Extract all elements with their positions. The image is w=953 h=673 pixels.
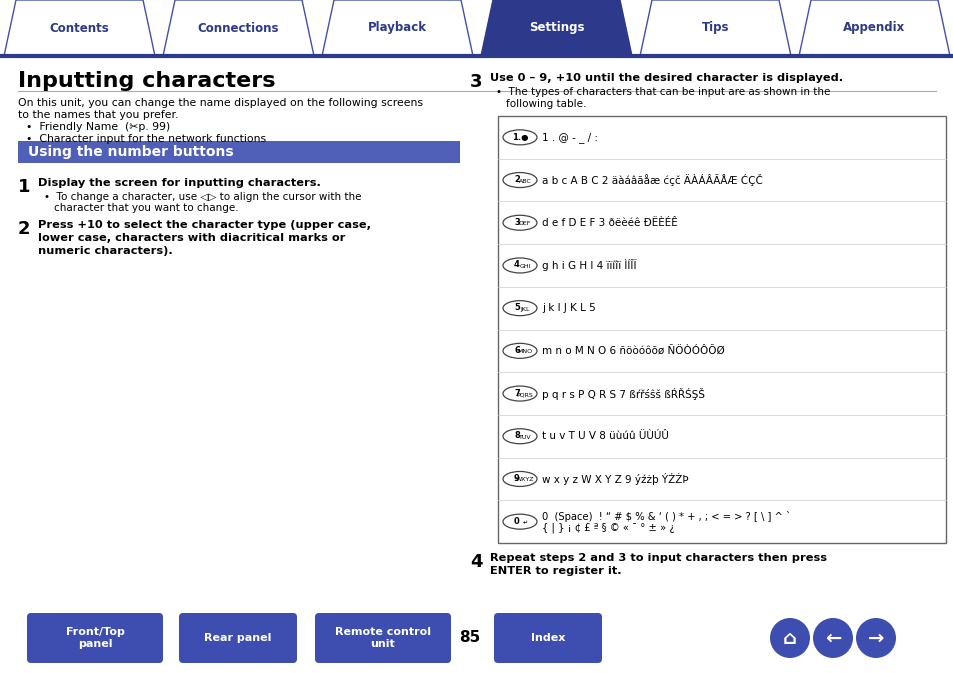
Text: 0  (Space)  ! “ # $ % & ‘ ( ) * + , ; < = > ? [ \ ] ^ `: 0 (Space) ! “ # $ % & ‘ ( ) * + , ; < = … [541, 511, 790, 522]
Polygon shape [639, 0, 790, 56]
Ellipse shape [502, 343, 537, 358]
Text: character that you want to change.: character that you want to change. [54, 203, 238, 213]
FancyBboxPatch shape [179, 613, 296, 663]
Ellipse shape [502, 258, 537, 273]
Text: TUV: TUV [518, 435, 531, 439]
Polygon shape [163, 0, 314, 56]
Text: ←: ← [824, 629, 841, 647]
Text: m n o M N O 6 ñöòóôõø ÑÖÒÓÔÕØ: m n o M N O 6 ñöòóôõø ÑÖÒÓÔÕØ [541, 346, 724, 356]
Text: DEF: DEF [518, 221, 531, 226]
FancyBboxPatch shape [18, 141, 459, 163]
Text: 3: 3 [470, 73, 482, 91]
Text: 0: 0 [514, 517, 519, 526]
Ellipse shape [502, 215, 537, 230]
Ellipse shape [502, 386, 537, 401]
Text: j k l J K L 5: j k l J K L 5 [541, 303, 595, 313]
Polygon shape [4, 0, 154, 56]
Text: Using the number buttons: Using the number buttons [28, 145, 233, 159]
Text: 1 . @ - _ / :: 1 . @ - _ / : [541, 132, 598, 143]
Text: ABC: ABC [518, 178, 531, 184]
FancyBboxPatch shape [27, 613, 163, 663]
Ellipse shape [502, 130, 537, 145]
Text: Press +10 to select the character type (upper case,: Press +10 to select the character type (… [38, 220, 371, 230]
Text: to the names that you prefer.: to the names that you prefer. [18, 110, 178, 120]
Text: ENTER to register it.: ENTER to register it. [490, 566, 621, 576]
Ellipse shape [812, 618, 852, 658]
Text: 2: 2 [514, 175, 519, 184]
Text: a b c A B C 2 äàáâãåæ ćçč ÄÀÁÂÃÅÆ ĆÇČ: a b c A B C 2 äàáâãåæ ćçč ÄÀÁÂÃÅÆ ĆÇČ [541, 174, 762, 186]
Text: 7: 7 [514, 388, 519, 398]
Ellipse shape [769, 618, 809, 658]
Text: ⌂: ⌂ [782, 629, 796, 647]
Text: 6: 6 [514, 346, 519, 355]
FancyBboxPatch shape [314, 613, 451, 663]
Text: Remote control
unit: Remote control unit [335, 627, 431, 649]
Text: 1: 1 [18, 178, 30, 196]
Text: Connections: Connections [197, 22, 279, 34]
Text: numeric characters).: numeric characters). [38, 246, 172, 256]
Text: t u v T U V 8 üùúû ÜÙÚÛ: t u v T U V 8 üùúû ÜÙÚÛ [541, 431, 668, 441]
Text: PQRS: PQRS [517, 392, 533, 397]
Text: Inputting characters: Inputting characters [18, 71, 275, 91]
Text: Repeat steps 2 and 3 to input characters then press: Repeat steps 2 and 3 to input characters… [490, 553, 826, 563]
Polygon shape [799, 0, 949, 56]
Text: d e f D E F 3 ðëèéê ÐËÈÉÊ: d e f D E F 3 ðëèéê ÐËÈÉÊ [541, 218, 677, 227]
Text: Playback: Playback [368, 22, 427, 34]
Ellipse shape [502, 472, 537, 487]
Text: Front/Top
panel: Front/Top panel [66, 627, 124, 649]
Text: Appendix: Appendix [842, 22, 904, 34]
Text: 4: 4 [470, 553, 482, 571]
Text: •  Character input for the network functions: • Character input for the network functi… [26, 134, 266, 144]
Text: •  Friendly Name  (✂p. 99): • Friendly Name (✂p. 99) [26, 122, 170, 132]
Text: On this unit, you can change the name displayed on the following screens: On this unit, you can change the name di… [18, 98, 422, 108]
FancyBboxPatch shape [497, 116, 945, 543]
Text: 2: 2 [18, 220, 30, 238]
Text: →: → [867, 629, 883, 647]
Text: GHI: GHI [518, 264, 530, 269]
Text: Display the screen for inputting characters.: Display the screen for inputting charact… [38, 178, 320, 188]
Text: g h i G H I 4 ïïíîï ÌÍÎÏ: g h i G H I 4 ïïíîï ÌÍÎÏ [541, 260, 636, 271]
Text: following table.: following table. [505, 99, 586, 109]
Polygon shape [480, 0, 631, 56]
Text: JKL: JKL [519, 307, 529, 312]
Text: ↵: ↵ [522, 520, 527, 525]
Text: 8: 8 [514, 431, 519, 440]
FancyBboxPatch shape [494, 613, 601, 663]
Ellipse shape [502, 301, 537, 316]
Text: { | } ¡ ¢ £ ª § © « ¯ ° ± » ¿: { | } ¡ ¢ £ ª § © « ¯ ° ± » ¿ [541, 522, 674, 533]
Text: •  The types of characters that can be input are as shown in the: • The types of characters that can be in… [496, 87, 829, 97]
Text: WXYZ: WXYZ [516, 477, 534, 483]
Text: Rear panel: Rear panel [204, 633, 272, 643]
Text: 85: 85 [459, 631, 480, 645]
Text: w x y z W X Y Z 9 ýźżþ ÝŹŻÞ: w x y z W X Y Z 9 ýźżþ ÝŹŻÞ [541, 473, 688, 485]
Text: Use 0 – 9, +10 until the desired character is displayed.: Use 0 – 9, +10 until the desired charact… [490, 73, 842, 83]
Text: Settings: Settings [528, 22, 583, 34]
Text: Index: Index [530, 633, 564, 643]
Ellipse shape [502, 172, 537, 188]
Ellipse shape [502, 514, 537, 529]
Text: MNO: MNO [517, 349, 532, 355]
Text: Contents: Contents [50, 22, 110, 34]
Polygon shape [322, 0, 473, 56]
Text: Tips: Tips [701, 22, 728, 34]
Text: 1.●: 1.● [511, 133, 528, 142]
Text: p q r s P Q R S 7 ßŕřśŝš ßŔŘŚŞŠ: p q r s P Q R S 7 ßŕřśŝš ßŔŘŚŞŠ [541, 388, 704, 400]
Text: lower case, characters with diacritical marks or: lower case, characters with diacritical … [38, 233, 345, 243]
Text: 5: 5 [514, 303, 519, 312]
Ellipse shape [855, 618, 895, 658]
Text: 3: 3 [514, 218, 519, 227]
Ellipse shape [502, 429, 537, 444]
Text: 4: 4 [514, 260, 519, 269]
Text: 9: 9 [514, 474, 519, 483]
Text: •  To change a character, use ◁▷ to align the cursor with the: • To change a character, use ◁▷ to align… [44, 192, 361, 202]
